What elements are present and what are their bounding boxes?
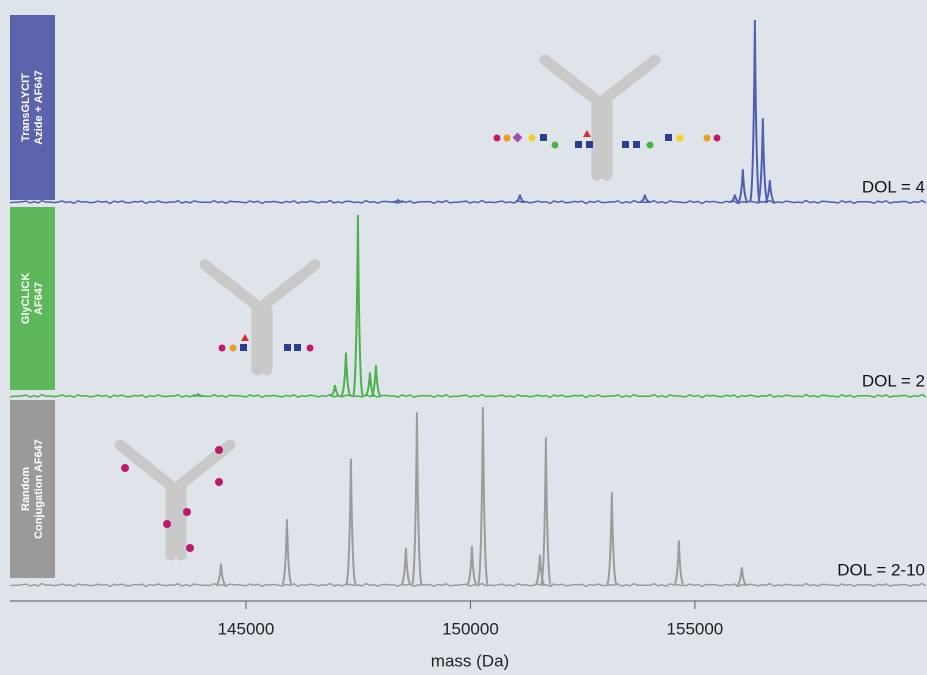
panel-label-line: Random (20, 467, 32, 511)
x-axis-label: mass (Da) (431, 651, 509, 670)
panel-label-box (10, 400, 55, 578)
peak (192, 392, 203, 397)
antibody-icon (114, 54, 661, 561)
panel-label: GlyCLICKAF647 (20, 273, 45, 324)
panel-label-line: AF647 (33, 282, 45, 315)
x-tick-label: 155000 (667, 619, 724, 638)
peak (329, 385, 341, 397)
panel-label-line: Azide + AF647 (33, 70, 45, 144)
peak (764, 180, 776, 203)
peak (370, 365, 382, 397)
glycans (121, 130, 721, 552)
panel-label: RandomConjugation AF647 (20, 439, 45, 539)
baseline (9, 199, 927, 205)
peak (639, 194, 651, 203)
peak (344, 458, 357, 586)
peak (400, 547, 412, 586)
annotation: DOL = 2-10 (837, 560, 925, 579)
peak (351, 214, 364, 397)
baseline (9, 393, 927, 399)
peak (672, 540, 685, 586)
peak (466, 545, 478, 586)
peak (280, 519, 293, 586)
peak (736, 567, 748, 586)
peak (605, 492, 618, 586)
annotation: DOL = 4 (862, 177, 925, 196)
panel-label: TransGLYCITAzide + AF647 (20, 70, 45, 144)
peak (339, 352, 352, 397)
peak (392, 198, 403, 203)
panel-label-line: TransGLYCIT (20, 73, 32, 142)
peak (737, 169, 749, 203)
peak (534, 554, 546, 586)
panel-label-box (10, 15, 55, 200)
annotation: DOL = 2 (862, 371, 925, 390)
x-tick-label: 145000 (218, 619, 275, 638)
peak (410, 412, 423, 586)
peak (756, 118, 769, 203)
peak (539, 437, 552, 586)
peak (215, 563, 227, 586)
peak (748, 19, 761, 203)
x-tick-label: 150000 (442, 619, 499, 638)
panel-label-line: Conjugation AF647 (33, 439, 45, 539)
panel-label-box (10, 207, 55, 390)
panel-label-line: GlyCLICK (20, 273, 32, 324)
peak (476, 406, 489, 586)
peak (514, 194, 526, 203)
